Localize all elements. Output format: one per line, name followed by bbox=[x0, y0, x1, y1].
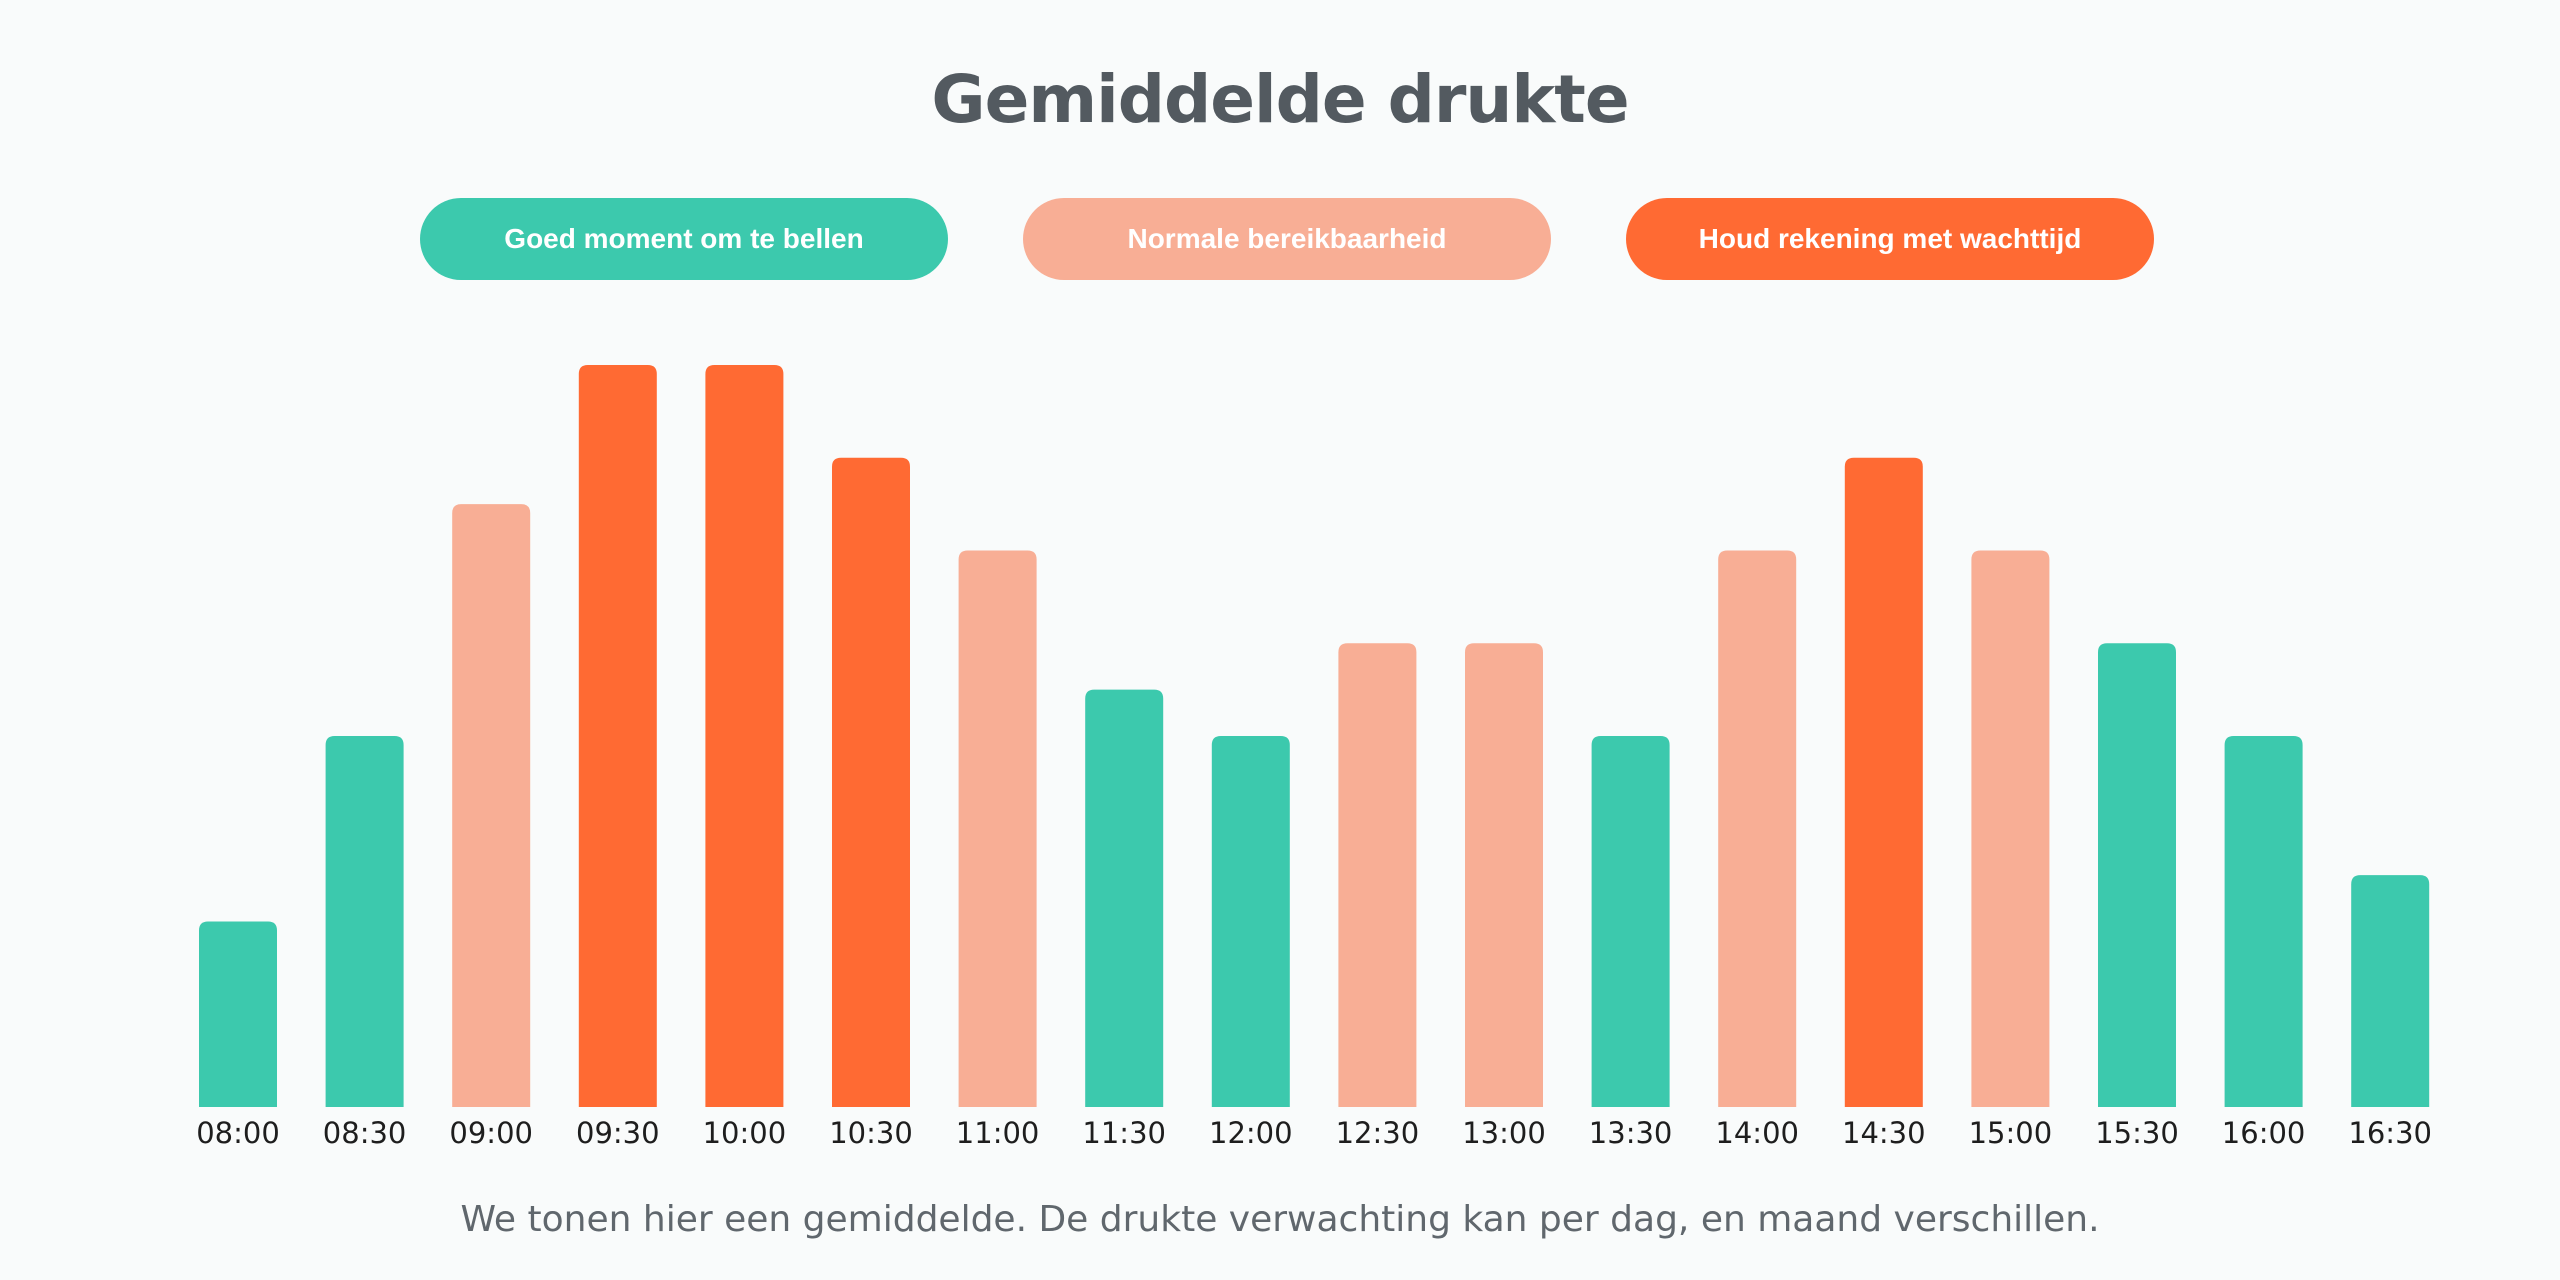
legend-good: Goed moment om te bellen bbox=[420, 198, 948, 280]
bar-08:30 bbox=[325, 736, 404, 1107]
tick-label-14:30: 14:30 bbox=[1842, 1116, 1926, 1150]
legend-busy: Houd rekening met wachttijd bbox=[1626, 198, 2154, 280]
tick-label-08:30: 08:30 bbox=[323, 1116, 407, 1150]
bar-10:30 bbox=[832, 457, 910, 1107]
bar-08:00 bbox=[199, 921, 277, 1107]
tick-label-11:00: 11:00 bbox=[956, 1116, 1040, 1150]
footnote: We tonen hier een gemiddelde. De drukte … bbox=[460, 1199, 2100, 1240]
legend-normal: Normale bereikbaarheid bbox=[1023, 198, 1551, 280]
bar-11:00 bbox=[958, 550, 1037, 1107]
tick-label-12:30: 12:30 bbox=[1336, 1116, 1420, 1150]
bar-09:30 bbox=[578, 365, 657, 1107]
tick-label-16:00: 16:00 bbox=[2222, 1116, 2306, 1150]
bar-14:30 bbox=[1844, 457, 1923, 1107]
bar-09:00 bbox=[452, 504, 531, 1107]
chart-title: Gemiddelde drukte bbox=[931, 61, 1629, 138]
tick-label-09:30: 09:30 bbox=[576, 1116, 660, 1150]
bar-12:30 bbox=[1338, 643, 1417, 1107]
tick-label-15:30: 15:30 bbox=[2095, 1116, 2179, 1150]
bar-14:00 bbox=[1718, 550, 1797, 1107]
tick-label-14:00: 14:00 bbox=[1715, 1116, 1799, 1150]
tick-label-08:00: 08:00 bbox=[196, 1116, 280, 1150]
tick-label-09:00: 09:00 bbox=[449, 1116, 533, 1150]
tick-label-10:00: 10:00 bbox=[703, 1116, 787, 1150]
bar-16:00 bbox=[2224, 736, 2303, 1107]
tick-label-12:00: 12:00 bbox=[1209, 1116, 1293, 1150]
tick-label-11:30: 11:30 bbox=[1082, 1116, 1166, 1150]
tick-label-16:30: 16:30 bbox=[2348, 1116, 2432, 1150]
bar-13:30 bbox=[1591, 736, 1670, 1107]
bar-15:30 bbox=[2098, 643, 2176, 1107]
tick-label-15:00: 15:00 bbox=[1969, 1116, 2053, 1150]
bar-11:30 bbox=[1085, 689, 1164, 1107]
tick-label-13:30: 13:30 bbox=[1589, 1116, 1673, 1150]
bar-15:00 bbox=[1971, 550, 2050, 1107]
bar-16:30 bbox=[2351, 875, 2430, 1107]
bar-13:00 bbox=[1465, 643, 1543, 1107]
tick-label-10:30: 10:30 bbox=[829, 1116, 913, 1150]
tick-label-13:00: 13:00 bbox=[1462, 1116, 1546, 1150]
bar-10:00 bbox=[705, 365, 784, 1107]
bar-12:00 bbox=[1211, 736, 1290, 1107]
